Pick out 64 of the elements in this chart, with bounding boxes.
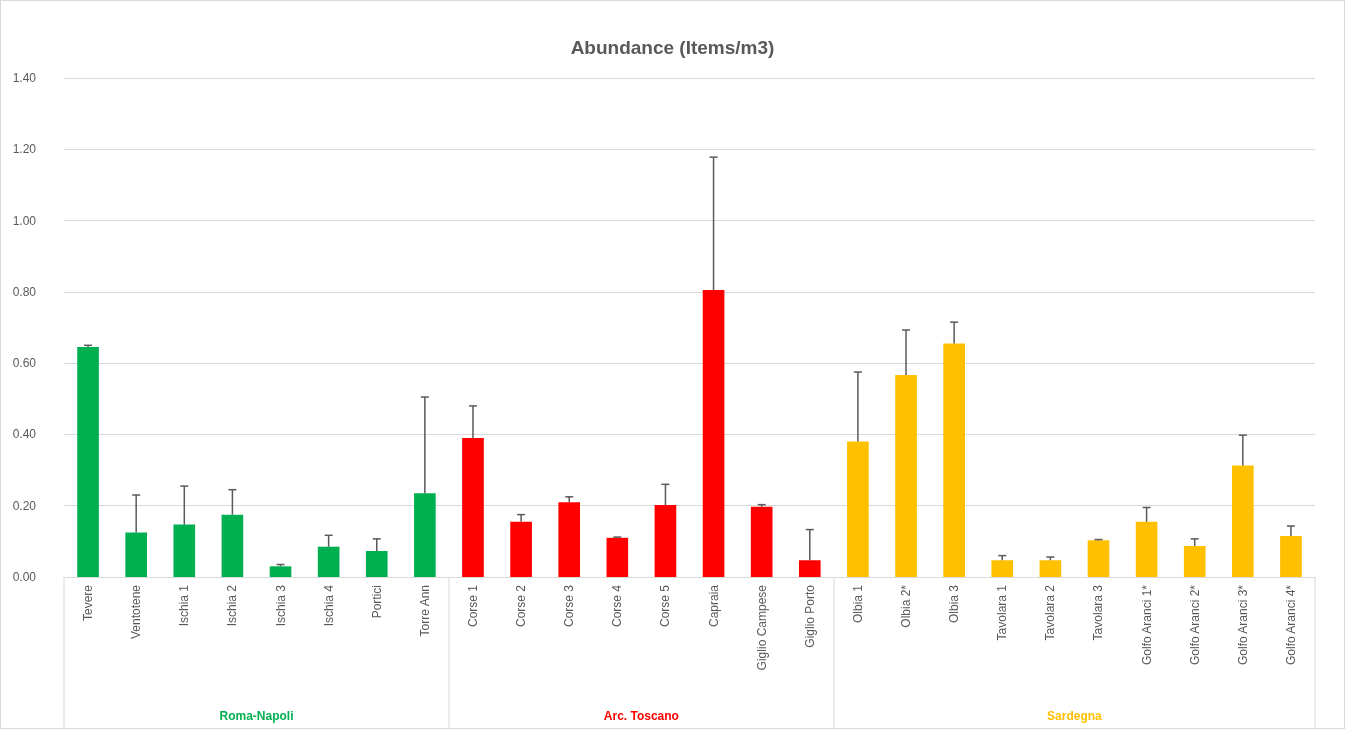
bar xyxy=(1183,545,1206,577)
x-tick-label: Golfo Aranci 3* xyxy=(1235,584,1250,666)
bar xyxy=(365,550,388,577)
x-tick-label: Capraia xyxy=(706,584,721,628)
x-tick-label: Ventotene xyxy=(129,584,144,640)
chart-title: Abundance (Items/m3) xyxy=(570,37,775,58)
x-tick-label: Corse 1 xyxy=(465,584,480,628)
x-tick-label: Tavolara 1 xyxy=(995,584,1010,641)
x-tick-label: Golfo Aranci 2* xyxy=(1187,584,1202,666)
bar xyxy=(125,532,147,577)
x-tick-label: Golfo Aranci 4* xyxy=(1283,584,1298,666)
x-tick-label: Corse 5 xyxy=(658,584,673,628)
text: Arc. Toscano xyxy=(603,709,679,723)
x-tick-label: Golfo Aranci 1* xyxy=(1139,584,1154,666)
bar xyxy=(943,343,965,577)
bar xyxy=(991,560,1014,577)
x-tick-label: Corse 3 xyxy=(562,584,577,628)
bar xyxy=(606,537,629,577)
bar xyxy=(510,521,532,577)
bar xyxy=(1087,540,1110,577)
text: Roma-Napoli xyxy=(219,709,294,723)
x-tick-label: Olbia 3 xyxy=(947,584,962,624)
x-tick-label: Ischia 2 xyxy=(225,584,240,627)
bar xyxy=(1039,560,1062,577)
bar xyxy=(1280,536,1302,577)
bar xyxy=(77,347,99,577)
x-tick-label: Torre Ann xyxy=(417,585,432,637)
bar xyxy=(317,546,340,577)
y-tick-label: 0.20 xyxy=(12,498,37,513)
x-tick-label: Corse 2 xyxy=(514,584,529,628)
x-tick-label: Olbia 2* xyxy=(899,584,914,628)
bar xyxy=(847,441,869,577)
x-tick-label: Tevere xyxy=(81,584,96,622)
y-tick-label: 0.80 xyxy=(12,284,37,299)
y-tick-label: 1.40 xyxy=(12,71,37,85)
x-tick-label: Ischia 1 xyxy=(177,584,192,627)
bar xyxy=(558,502,581,577)
x-tick-label: Tavolara 2 xyxy=(1043,584,1058,641)
bar xyxy=(895,374,917,577)
x-tick-label: Olbia 1 xyxy=(850,584,865,624)
x-tick-label: Giglio Porto xyxy=(802,584,817,648)
bar xyxy=(702,290,725,577)
bar xyxy=(221,514,244,577)
text: Sardegna xyxy=(1047,709,1103,723)
bar xyxy=(654,505,677,577)
bar xyxy=(1135,521,1158,577)
x-tick-label: Giglio Campese xyxy=(754,584,769,671)
bar xyxy=(414,493,436,577)
x-tick-label: Corse 4 xyxy=(610,584,625,628)
x-tick-label: Tavolara 3 xyxy=(1091,584,1106,641)
y-tick-label: 0.40 xyxy=(12,427,37,442)
x-tick-label: Ischia 3 xyxy=(273,584,288,627)
x-tick-label: Portici xyxy=(369,585,384,619)
bar xyxy=(462,437,484,577)
bar xyxy=(798,560,821,577)
bar xyxy=(1232,465,1254,577)
y-tick-label: 1.20 xyxy=(12,142,37,157)
x-tick-label: Ischia 4 xyxy=(321,584,336,627)
bar xyxy=(269,566,292,577)
y-tick-label: 0.00 xyxy=(12,570,37,584)
y-tick-label: 0.60 xyxy=(12,356,37,371)
y-tick-label: 1.00 xyxy=(12,213,37,228)
bar xyxy=(173,524,196,577)
bar xyxy=(750,506,773,577)
